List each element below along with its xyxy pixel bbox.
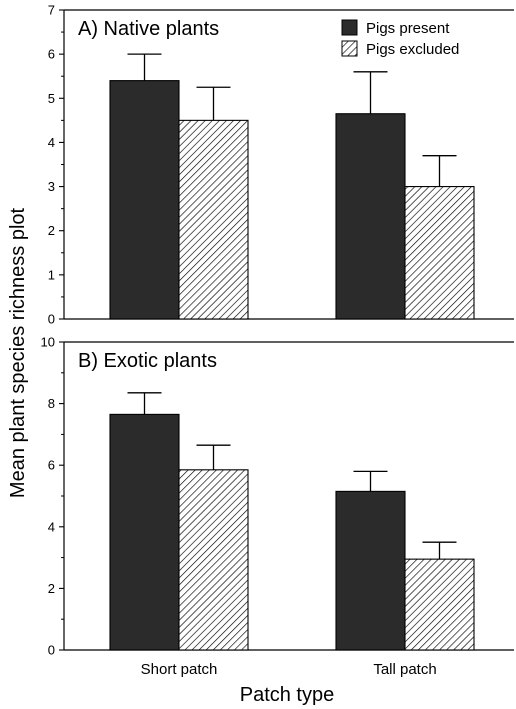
y-tick-label: 7 <box>48 3 55 18</box>
legend-label: Pigs excluded <box>366 41 459 58</box>
y-tick-label: 3 <box>48 179 55 194</box>
y-tick-label: 1 <box>48 267 55 282</box>
chart-panel-a: 0 1 2 3 4 5 6 7 A) Native plants <box>48 3 514 327</box>
x-tick-label: Tall patch <box>373 661 436 678</box>
y-tick-label: 4 <box>48 135 55 150</box>
bar-pigs-present <box>335 490 406 651</box>
chart-panel-b: 0 2 4 6 8 10 B) Exotic plants <box>41 335 514 658</box>
bar-pigs-present <box>109 413 180 651</box>
panel-title: B) Exotic plants <box>78 350 217 372</box>
bar-pigs-excluded <box>178 119 249 320</box>
bar-pigs-present <box>109 80 180 320</box>
panel-title: A) Native plants <box>78 18 219 40</box>
legend-swatch-pigs-excluded <box>341 40 358 57</box>
y-tick-label: 2 <box>48 223 55 238</box>
x-axis-title: Patch type <box>240 684 335 706</box>
y-axis-title: Mean plant species richness plot <box>7 207 29 498</box>
legend: Pigs present Pigs excluded <box>341 19 459 58</box>
legend-label: Pigs present <box>366 20 450 37</box>
y-tick-label: 8 <box>48 396 55 411</box>
bar-pigs-excluded <box>404 186 475 320</box>
bar-pigs-present <box>335 113 406 320</box>
bar-pigs-excluded <box>178 469 249 651</box>
y-tick-label: 5 <box>48 91 55 106</box>
x-tick-label: Short patch <box>141 661 218 678</box>
bar-pigs-excluded <box>404 558 475 651</box>
legend-swatch-pigs-present <box>341 19 358 36</box>
y-tick-label: 6 <box>48 47 55 62</box>
y-tick-label: 0 <box>48 312 55 327</box>
y-tick-label: 4 <box>48 519 55 534</box>
y-tick-label: 2 <box>48 581 55 596</box>
y-tick-label: 0 <box>48 643 55 658</box>
y-tick-label: 10 <box>41 335 55 350</box>
y-tick-label: 6 <box>48 458 55 473</box>
